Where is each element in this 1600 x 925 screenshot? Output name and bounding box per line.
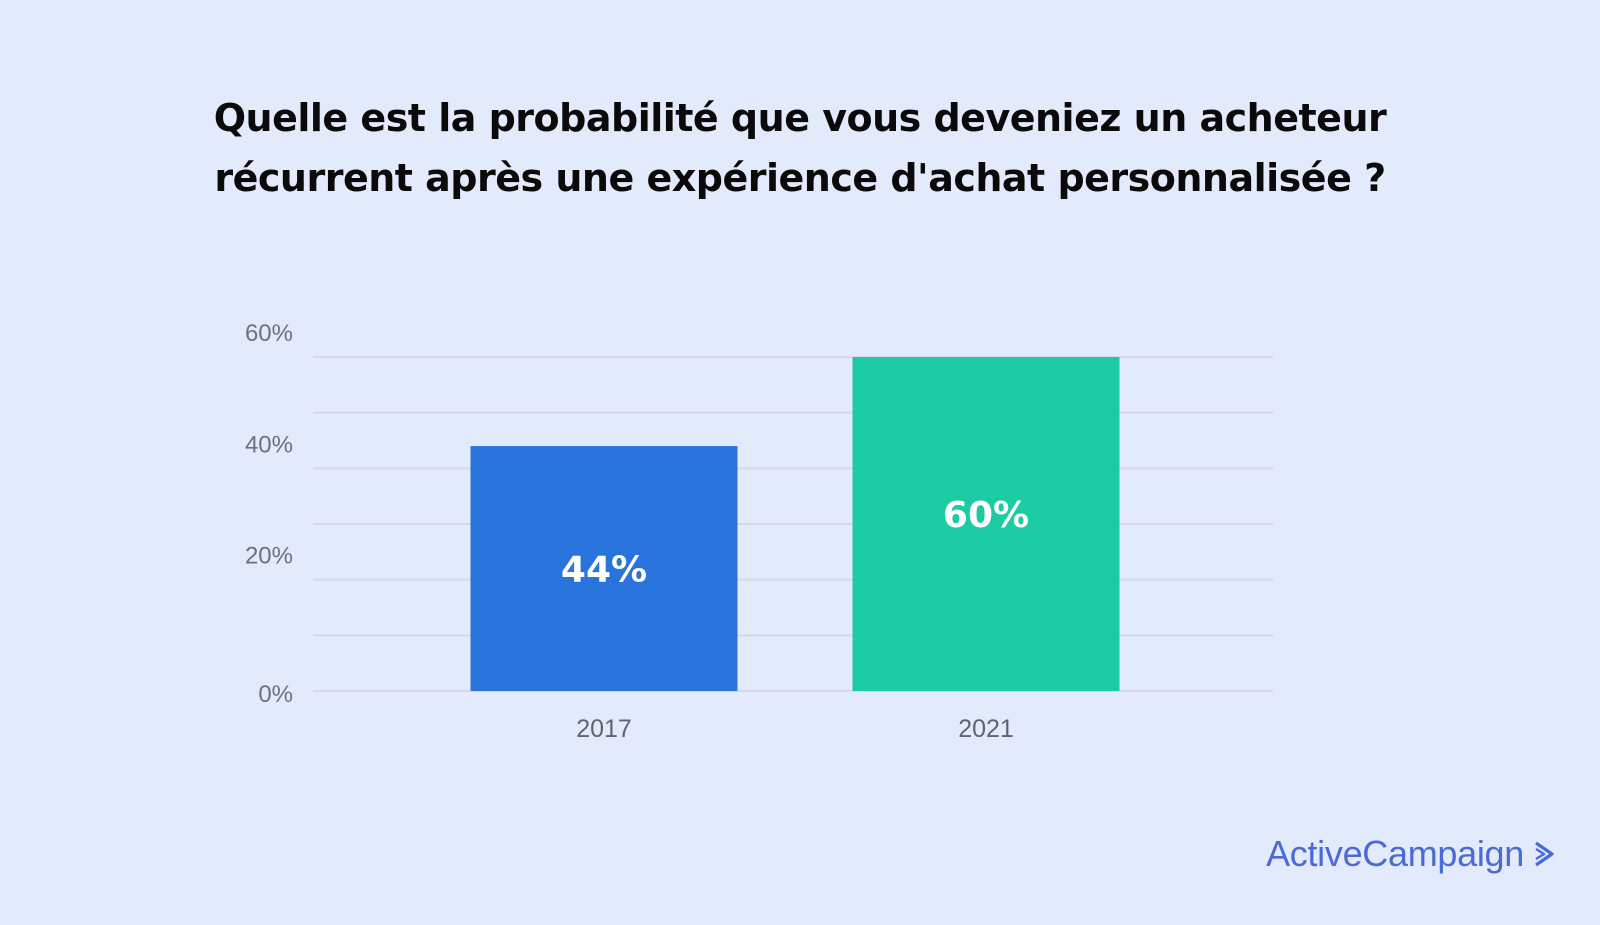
bar-2017 [470, 446, 738, 691]
bar-2021 [852, 357, 1120, 691]
y-axis-ticks: 0% 20% 40% 60% [245, 320, 293, 708]
bar-value-label: 60% [943, 495, 1029, 536]
brand-name: ActiveCampaign [1266, 833, 1524, 874]
x-tick-label: 2017 [576, 715, 632, 743]
x-tick-label: 2021 [958, 715, 1014, 743]
chart-title-line-1: Quelle est la probabilité que vous deven… [213, 96, 1387, 140]
x-axis-ticks: 2017 2021 [576, 715, 1014, 743]
chart-title-line-2: récurrent après une expérience d'achat p… [214, 156, 1386, 200]
y-tick-label: 20% [245, 543, 293, 570]
brand-logo: ActiveCampaign [1266, 833, 1558, 875]
y-tick-label: 0% [258, 681, 293, 708]
chart-title: Quelle est la probabilité que vous deven… [0, 88, 1600, 208]
grid-lines [313, 356, 1273, 692]
bar-value-label: 44% [561, 550, 647, 591]
y-tick-label: 60% [245, 320, 293, 347]
chevron-right-icon [1535, 841, 1554, 867]
y-tick-label: 40% [245, 431, 293, 458]
bars: 44% 60% [470, 357, 1120, 691]
